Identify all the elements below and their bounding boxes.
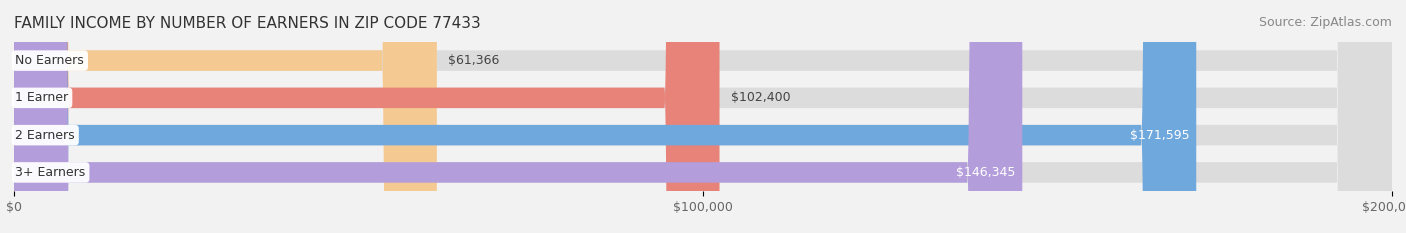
Text: Source: ZipAtlas.com: Source: ZipAtlas.com: [1258, 16, 1392, 29]
Text: FAMILY INCOME BY NUMBER OF EARNERS IN ZIP CODE 77433: FAMILY INCOME BY NUMBER OF EARNERS IN ZI…: [14, 16, 481, 31]
Text: $61,366: $61,366: [449, 54, 499, 67]
Text: No Earners: No Earners: [15, 54, 84, 67]
FancyBboxPatch shape: [14, 0, 720, 233]
Text: 3+ Earners: 3+ Earners: [15, 166, 86, 179]
Text: $171,595: $171,595: [1130, 129, 1189, 142]
Text: 2 Earners: 2 Earners: [15, 129, 75, 142]
FancyBboxPatch shape: [14, 0, 1392, 233]
FancyBboxPatch shape: [14, 0, 1392, 233]
Text: $102,400: $102,400: [731, 91, 790, 104]
FancyBboxPatch shape: [14, 0, 1197, 233]
FancyBboxPatch shape: [14, 0, 437, 233]
Text: $146,345: $146,345: [956, 166, 1015, 179]
FancyBboxPatch shape: [14, 0, 1392, 233]
FancyBboxPatch shape: [14, 0, 1392, 233]
Text: 1 Earner: 1 Earner: [15, 91, 69, 104]
FancyBboxPatch shape: [14, 0, 1022, 233]
